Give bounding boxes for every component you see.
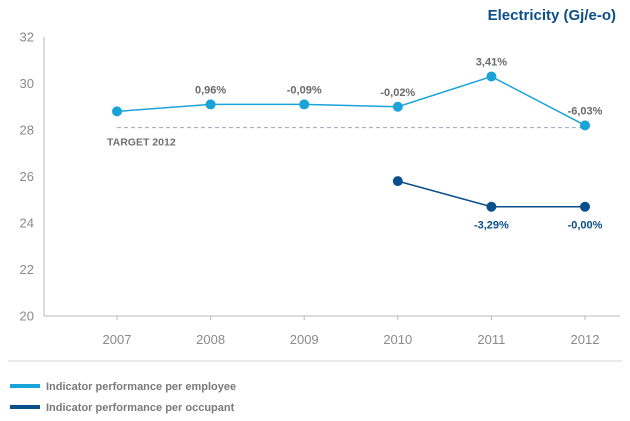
target-label: TARGET 2012 bbox=[107, 137, 176, 149]
x-tick-label: 2012 bbox=[571, 332, 600, 347]
data-label: -3,29% bbox=[474, 220, 509, 232]
data-point bbox=[205, 99, 216, 110]
x-tick-label: 2007 bbox=[103, 332, 132, 347]
data-label: 0,96% bbox=[195, 84, 226, 96]
legend-label: Indicator performance per occupant bbox=[46, 402, 235, 414]
series-line bbox=[116, 75, 586, 127]
data-label: -6,03% bbox=[568, 105, 603, 117]
series-group: 0,96% -0,09% -0,02% 3,41% -6,03% -3,29% -0,00% bbox=[112, 57, 603, 232]
chart-axes: 20 22 24 26 28 30 32 2007 2008 2009 2010 2011 2012 bbox=[20, 30, 620, 347]
y-tick-label: 26 bbox=[20, 169, 34, 184]
data-point bbox=[580, 201, 590, 212]
data-label: -0,00% bbox=[568, 220, 603, 232]
data-label: -0,09% bbox=[287, 84, 322, 96]
series-2: -3,29% -0,00% bbox=[392, 176, 603, 232]
target-line-group: TARGET 2012 bbox=[107, 127, 585, 149]
chart-title: Electricity (Gj/e-o) bbox=[488, 7, 616, 24]
x-tick-label: 2009 bbox=[290, 332, 319, 347]
y-tick-label: 20 bbox=[20, 309, 34, 324]
legend-swatch bbox=[10, 384, 40, 388]
x-tick-label: 2008 bbox=[196, 332, 225, 347]
data-point bbox=[392, 101, 403, 112]
y-tick-label: 32 bbox=[20, 30, 34, 45]
series-1: 0,96% -0,09% -0,02% 3,41% -6,03% bbox=[112, 57, 603, 131]
data-point bbox=[580, 120, 590, 131]
data-label: 3,41% bbox=[476, 57, 507, 69]
legend-label: Indicator performance per employee bbox=[46, 381, 236, 393]
data-label: -0,02% bbox=[380, 87, 415, 99]
y-tick-label: 28 bbox=[20, 123, 34, 138]
data-point bbox=[486, 201, 497, 212]
y-tick-label: 24 bbox=[20, 216, 34, 231]
legend-swatch bbox=[10, 405, 40, 409]
legend: Indicator performance per employee Indica… bbox=[8, 360, 622, 414]
x-tick-label: 2010 bbox=[383, 332, 412, 347]
y-tick-label: 30 bbox=[20, 76, 34, 91]
data-point bbox=[486, 71, 497, 82]
data-point bbox=[112, 106, 122, 117]
x-tick-label: 2011 bbox=[477, 332, 505, 347]
data-point bbox=[392, 176, 403, 187]
data-point bbox=[299, 99, 310, 110]
y-tick-label: 22 bbox=[20, 262, 34, 277]
